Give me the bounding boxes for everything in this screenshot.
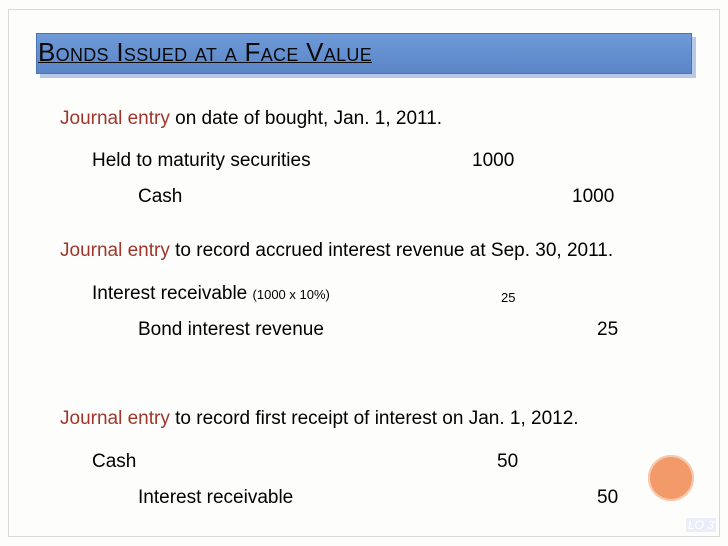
entry-3-description: Journal entry to record first receipt of… — [60, 408, 579, 430]
entry-3-label-highlight: Journal entry — [60, 408, 170, 429]
entry-1-credit-amount: 1000 — [572, 186, 615, 207]
learning-objective-label: LO 3 — [685, 518, 716, 532]
entry-3-credit-account: Interest receivable — [138, 487, 294, 508]
entry-3-debit-amount: 50 — [497, 451, 519, 472]
slide-title: Bonds Issued at a Face Value — [38, 37, 373, 67]
entry-2-description: Journal entry to record accrued interest… — [60, 240, 613, 262]
entry-2-label-rest: to record accrued interest revenue at Se… — [169, 240, 614, 261]
entry-1-debit-account: Held to maturity securities — [92, 150, 311, 171]
entry-2-credit-account: Bond interest revenue — [138, 319, 324, 340]
entry-2-debit-amount: 25 — [501, 290, 516, 305]
entry-3-label-rest: to record first receipt of interest on J… — [169, 408, 579, 429]
entry-1-description: Journal entry on date of bought, Jan. 1,… — [60, 108, 442, 130]
entry-3-credit-amount: 50 — [597, 487, 619, 508]
entry-1-label-highlight: Journal entry — [60, 108, 170, 129]
decorative-circle — [648, 455, 694, 501]
entry-2-debit-note: (1000 x 10%) — [252, 287, 330, 302]
entry-1-credit-account: Cash — [138, 186, 183, 207]
title-bar — [36, 33, 692, 74]
entry-2-debit-line: Interest receivable (1000 x 10%) — [92, 283, 330, 306]
entry-2-credit-amount: 25 — [597, 319, 619, 340]
entry-1-debit-amount: 1000 — [472, 150, 515, 171]
entry-2-label-highlight: Journal entry — [60, 240, 170, 261]
entry-2-debit-account: Interest receivable — [92, 283, 248, 304]
entry-1-label-rest: on date of bought, Jan. 1, 2011. — [169, 108, 443, 129]
slide-frame — [8, 9, 720, 537]
entry-3-debit-account: Cash — [92, 451, 137, 472]
